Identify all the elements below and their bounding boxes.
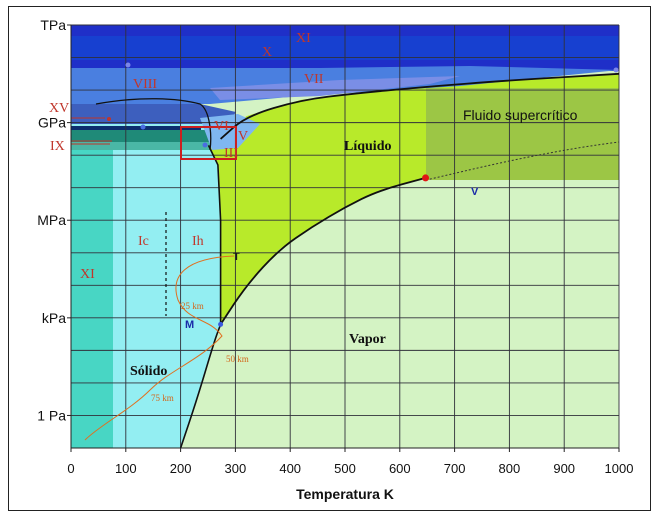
x-tick-label-4: 400 [279, 461, 301, 476]
label-liquid: Líquido [344, 139, 391, 154]
x-tick-label-7: 700 [444, 461, 466, 476]
ice-ix-band [71, 130, 221, 142]
zoom-highlight-box [180, 126, 237, 160]
y-tick-label-4: 1 Pa [37, 407, 66, 423]
ice-viii-marker [125, 62, 131, 68]
label-point-t: T [233, 251, 240, 263]
ice-vii-marker [613, 67, 619, 73]
x-tick-labels: 0 100 200 300 400 500 600 700 800 900 1000 [67, 448, 633, 476]
label-depth-25: 25 km [181, 301, 204, 311]
x-tick-label-10: 1000 [605, 461, 634, 476]
label-ice-v: V [238, 129, 248, 144]
x-tick-label-6: 600 [389, 461, 411, 476]
ice-xi-low-region [71, 150, 113, 448]
label-ice-ih: Ih [192, 234, 204, 249]
critical-point-marker [422, 174, 430, 182]
point-markers [107, 62, 619, 327]
x-tick-label-9: 900 [553, 461, 575, 476]
boundary-curves [71, 72, 619, 448]
label-ice-xi-top: XI [296, 31, 311, 46]
y-tick-label-2: MPa [37, 212, 66, 228]
label-ice-viii: VIII [133, 77, 157, 92]
x-tick-label-5: 500 [334, 461, 356, 476]
y-tick-label-3: kPa [42, 310, 66, 326]
supercritical-region [426, 88, 619, 180]
label-ice-ic: Ic [138, 234, 149, 249]
ice-vii-subband [210, 76, 460, 100]
label-ice-xi-low: XI [80, 267, 95, 282]
triple-point-marker [218, 321, 224, 327]
x-tick-label-0: 0 [67, 461, 74, 476]
ice-viii-boundary [95, 98, 212, 151]
ice-ix-line [71, 126, 201, 130]
x-tick-label-3: 300 [225, 461, 247, 476]
label-ice-ix: IX [50, 139, 65, 154]
y-tick-labels: TPa GPa MPa kPa 1 Pa [37, 17, 71, 423]
label-ice-vii: VII [304, 72, 324, 87]
ice-ix-marker [140, 124, 146, 130]
label-depth-75: 75 km [151, 393, 174, 403]
label-ice-xv: XV [49, 101, 69, 116]
label-ice-iii: III [224, 146, 238, 161]
x-tick-label-8: 800 [499, 461, 521, 476]
x-axis-title: Temperatura K [296, 486, 394, 502]
ice-iii-marker [202, 142, 208, 148]
ice-ix-lower-band [71, 142, 211, 150]
label-supercritical: Fluido supercrítico [463, 107, 578, 123]
label-depth-50: 50 km [226, 354, 249, 364]
geotherm-curve [84, 255, 235, 441]
label-point-v: V [471, 186, 479, 198]
x-tick-label-1: 100 [115, 461, 137, 476]
label-point-m: M [185, 319, 194, 331]
ice-xv-band [71, 104, 236, 124]
phase-leader-lines [71, 117, 112, 145]
label-ice-x: X [262, 45, 272, 60]
y-tick-label-1: GPa [38, 115, 66, 131]
label-vapor: Vapor [349, 332, 386, 347]
supercritical-dotted-line [425, 141, 619, 181]
vaporization-curve [219, 177, 426, 325]
ice-ih-boundary [207, 145, 222, 325]
label-solid: Sólido [130, 364, 167, 379]
y-tick-label-0: TPa [40, 17, 66, 33]
label-ice-vi: VI [214, 119, 229, 134]
x-tick-label-2: 200 [170, 461, 192, 476]
ice-xv-marker [107, 117, 111, 121]
